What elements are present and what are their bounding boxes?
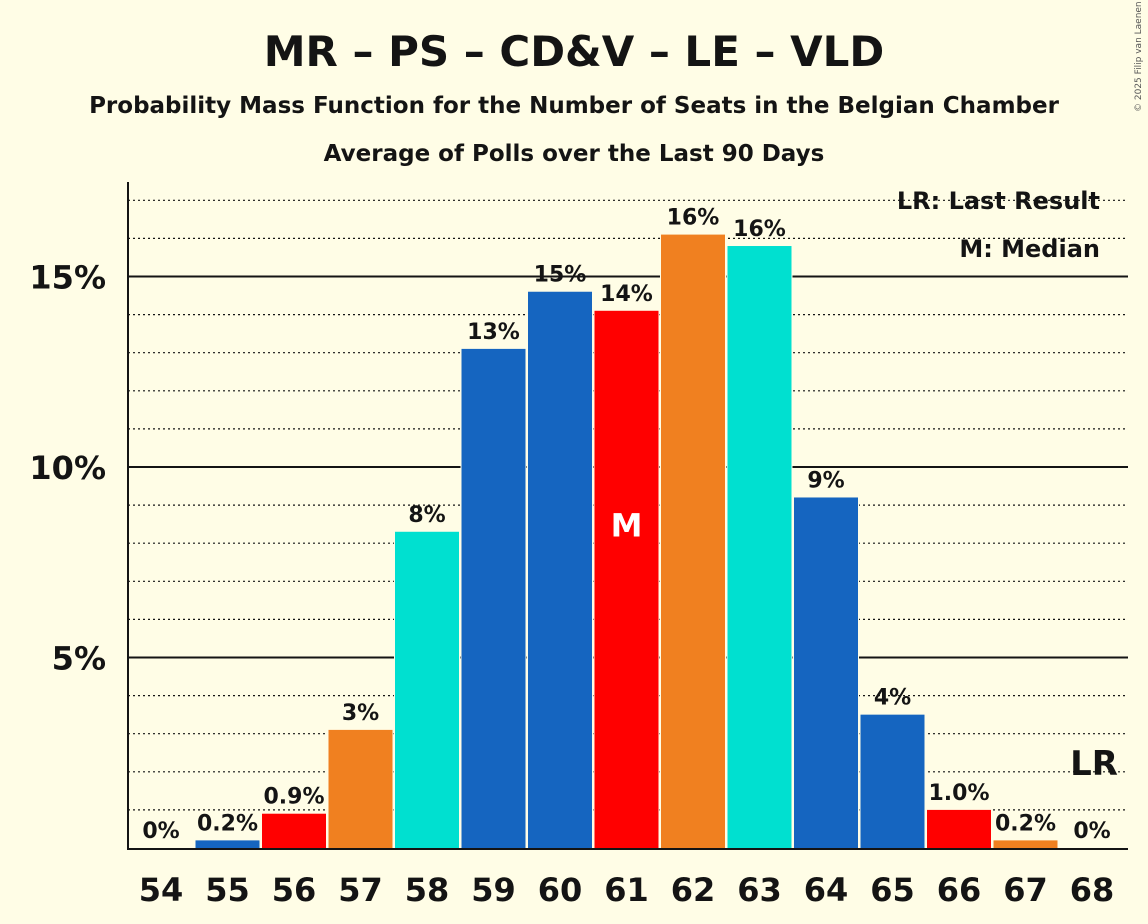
chart-title: MR – PS – CD&V – LE – VLD [264,27,885,76]
median-marker: M [611,506,643,544]
chart-subtitle: Probability Mass Function for the Number… [89,93,1060,119]
data-label-60: 15% [534,263,587,288]
legend-last-result: LR: Last Result [897,187,1100,215]
y-tick-label: 5% [52,640,106,678]
legend-median: M: Median [959,235,1100,263]
x-tick-label-61: 61 [604,871,649,909]
bar-seats-64 [794,497,858,848]
last-result-marker: LR [1070,744,1118,784]
bar-seats-65 [860,714,925,848]
data-label-67: 0.2% [995,811,1056,836]
x-tick-label-55: 55 [205,871,250,909]
bar-seats-60 [528,291,592,848]
x-tick-label-57: 57 [338,871,383,909]
data-label-54: 0% [142,819,179,844]
data-label-55: 0.2% [197,811,258,836]
bar-seats-58 [395,531,459,848]
bar-seats-67 [993,840,1058,848]
data-label-59: 13% [467,320,520,345]
bar-seats-56 [262,813,326,848]
data-label-57: 3% [342,701,379,726]
data-label-68: 0% [1073,819,1110,844]
x-tick-label-56: 56 [272,871,317,909]
bar-seats-61 [594,310,659,848]
x-tick-label-68: 68 [1070,871,1115,909]
data-label-62: 16% [667,206,720,231]
data-label-61: 14% [600,282,653,307]
x-tick-label-58: 58 [405,871,450,909]
bar-seats-57 [328,729,393,848]
data-label-64: 9% [807,468,844,493]
data-label-56: 0.9% [263,785,324,810]
copyright-notice: © 2025 Filip van Laenen [1134,1,1144,112]
x-tick-label-59: 59 [471,871,516,909]
x-tick-label-60: 60 [538,871,583,909]
bar-seats-62 [661,234,725,849]
x-tick-label-62: 62 [671,871,716,909]
x-tick-label-66: 66 [937,871,982,909]
x-tick-label-64: 64 [804,871,849,909]
x-tick-label-54: 54 [139,871,184,909]
data-label-66: 1.0% [928,781,989,806]
x-tick-label-67: 67 [1003,871,1048,909]
bar-seats-59 [461,348,526,848]
data-label-63: 16% [733,217,786,242]
x-tick-label-63: 63 [737,871,782,909]
data-label-65: 4% [874,686,911,711]
chart-subtitle-2: Average of Polls over the Last 90 Days [324,141,825,167]
bar-seats-63 [727,246,792,848]
y-tick-label: 10% [29,449,106,487]
bar-seats-55 [195,840,260,848]
y-tick-label: 15% [29,259,106,297]
x-tick-label-65: 65 [870,871,915,909]
data-label-58: 8% [408,503,445,528]
bar-seats-66 [927,809,991,848]
